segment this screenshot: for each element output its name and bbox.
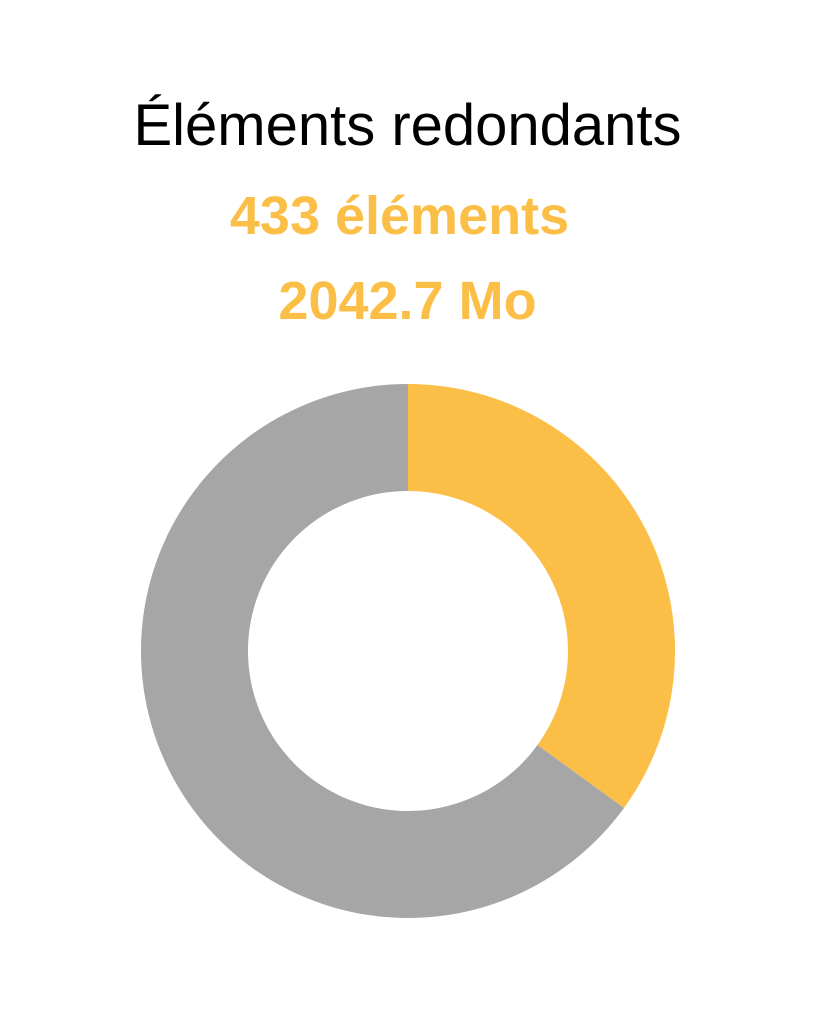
donut-slice-1 — [408, 384, 676, 808]
item-count-label: 433 éléments — [229, 186, 570, 246]
total-size-label: 2042.7 Mo — [278, 271, 537, 331]
donut-slices — [141, 384, 676, 918]
chart-title: Éléments redondants — [133, 93, 682, 158]
donut-slice-2 — [141, 384, 625, 918]
